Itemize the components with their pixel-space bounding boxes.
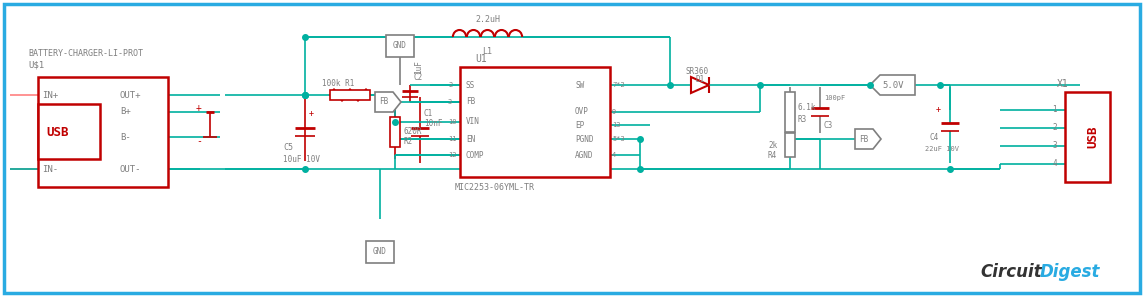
Text: R3: R3 (799, 116, 808, 124)
Text: R2: R2 (403, 138, 412, 146)
FancyBboxPatch shape (38, 77, 168, 187)
FancyBboxPatch shape (785, 133, 795, 157)
Text: BATTERY-CHARGER-LI-PROT: BATTERY-CHARGER-LI-PROT (27, 48, 143, 58)
Text: 3: 3 (1052, 141, 1057, 151)
Text: 7*2: 7*2 (612, 82, 625, 88)
Text: VIN: VIN (466, 118, 479, 127)
Text: 11: 11 (448, 136, 456, 142)
Text: AGND: AGND (575, 151, 594, 159)
Text: L1: L1 (483, 47, 493, 56)
Text: 3: 3 (448, 99, 452, 105)
Text: 13: 13 (612, 122, 620, 128)
FancyBboxPatch shape (390, 117, 400, 147)
Text: 4: 4 (612, 152, 617, 158)
Text: OVP: OVP (575, 108, 589, 116)
Text: C1: C1 (424, 110, 434, 119)
Text: U1: U1 (475, 54, 486, 64)
Polygon shape (855, 129, 881, 149)
Text: C5: C5 (283, 143, 293, 152)
Text: C3: C3 (824, 121, 833, 130)
Text: 9: 9 (612, 109, 617, 115)
Text: FB: FB (379, 97, 388, 107)
Text: Digest: Digest (1040, 263, 1101, 281)
Text: 5*3: 5*3 (612, 136, 625, 142)
FancyBboxPatch shape (386, 35, 414, 57)
FancyBboxPatch shape (3, 4, 1141, 293)
Text: +: + (196, 103, 201, 113)
Text: 620R: 620R (403, 127, 421, 137)
Text: EP: EP (575, 121, 585, 129)
Text: 12: 12 (448, 152, 456, 158)
Text: C2: C2 (414, 72, 423, 81)
Text: PGND: PGND (575, 135, 594, 143)
FancyBboxPatch shape (1065, 92, 1110, 182)
Text: 22uF 10V: 22uF 10V (925, 146, 959, 152)
Text: R4: R4 (768, 151, 777, 159)
Text: GND: GND (373, 247, 387, 257)
Text: MIC2253-06YML-TR: MIC2253-06YML-TR (455, 182, 535, 192)
Text: USB: USB (46, 126, 69, 138)
Text: OUT-: OUT- (120, 165, 142, 173)
Text: X1: X1 (1057, 79, 1068, 89)
Text: GND: GND (394, 42, 407, 50)
Text: -: - (196, 136, 201, 146)
Text: D1: D1 (696, 75, 705, 83)
Text: 2: 2 (448, 82, 452, 88)
Text: IN-: IN- (42, 165, 58, 173)
Polygon shape (375, 92, 402, 112)
Text: IN+: IN+ (42, 91, 58, 99)
Text: 2.2uH: 2.2uH (475, 15, 500, 23)
Text: FB: FB (859, 135, 868, 143)
Text: FB: FB (466, 97, 475, 107)
Text: B+: B+ (120, 108, 130, 116)
Text: +: + (309, 110, 313, 119)
Text: SR360: SR360 (686, 67, 709, 75)
Text: COMP: COMP (466, 151, 485, 159)
Text: Circuit: Circuit (980, 263, 1042, 281)
Text: 5.0V: 5.0V (882, 80, 904, 89)
Text: 10uF 10V: 10uF 10V (283, 156, 320, 165)
Text: 4: 4 (1052, 159, 1057, 168)
Polygon shape (691, 77, 709, 93)
Text: OUT+: OUT+ (120, 91, 142, 99)
Text: 1uF: 1uF (414, 60, 423, 74)
Text: U$1: U$1 (27, 61, 45, 69)
Text: 2: 2 (1052, 124, 1057, 132)
Text: SW: SW (575, 80, 585, 89)
Polygon shape (869, 75, 915, 95)
Text: +: + (936, 105, 942, 113)
Text: USB: USB (1087, 126, 1099, 148)
Text: 2k: 2k (768, 140, 777, 149)
Text: 10nF: 10nF (424, 119, 443, 129)
Text: 1: 1 (1052, 105, 1057, 115)
Text: SS: SS (466, 80, 475, 89)
FancyBboxPatch shape (38, 104, 100, 159)
Text: 10: 10 (448, 119, 456, 125)
Text: 6.1k: 6.1k (799, 102, 817, 111)
FancyBboxPatch shape (329, 90, 370, 100)
FancyBboxPatch shape (785, 92, 795, 132)
Text: C4: C4 (930, 132, 939, 141)
Text: EN: EN (466, 135, 475, 143)
Text: 100k R1: 100k R1 (321, 78, 355, 88)
FancyBboxPatch shape (366, 241, 394, 263)
FancyBboxPatch shape (460, 67, 610, 177)
Text: 100pF: 100pF (824, 95, 845, 101)
Text: B-: B- (120, 132, 130, 141)
